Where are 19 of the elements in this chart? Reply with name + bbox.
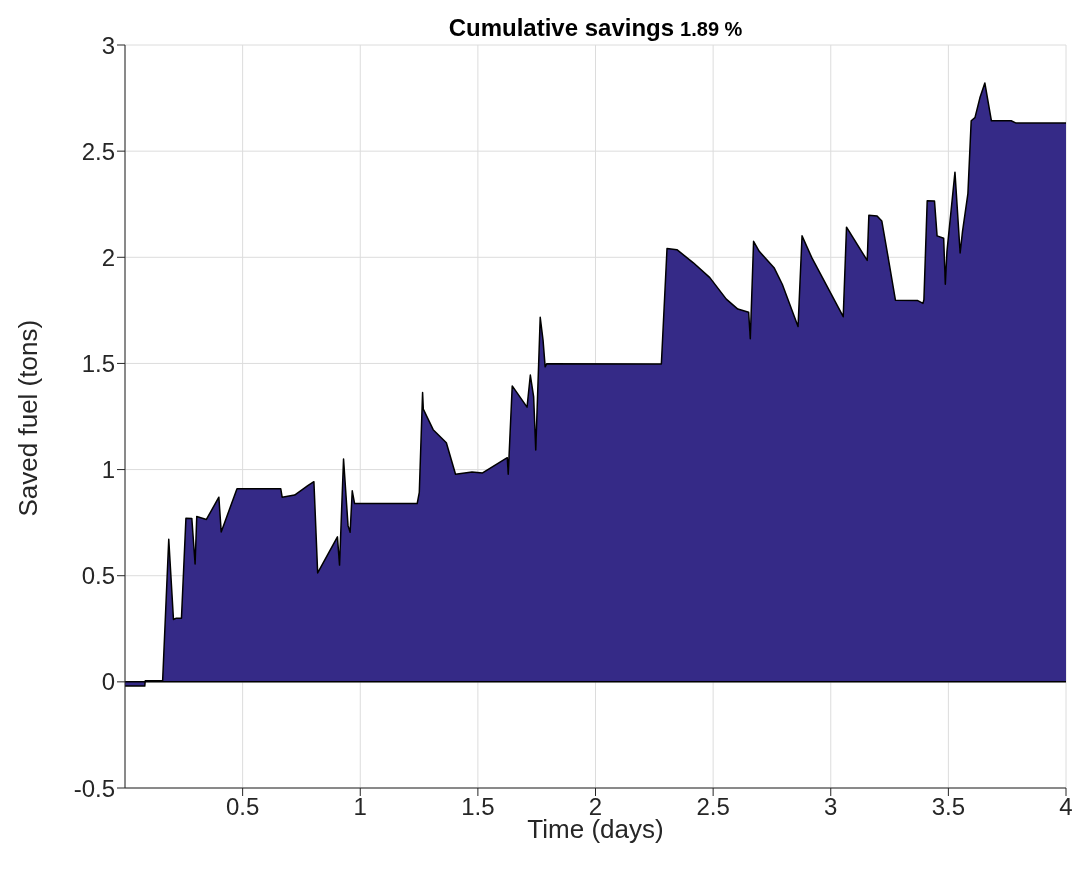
x-axis-title: Time (days) <box>527 814 664 844</box>
y-tick-label: 1.5 <box>81 349 115 377</box>
x-tick-label: 4 <box>1059 793 1073 821</box>
y-tick-label: -0.5 <box>73 774 115 802</box>
y-tick-label: 3 <box>101 31 115 59</box>
y-axis-title: Saved fuel (tons) <box>13 319 44 517</box>
text: 1.89 % <box>680 18 743 40</box>
x-tick-label: 1.5 <box>461 793 495 821</box>
x-tick-label: 3.5 <box>931 793 966 821</box>
x-tick-label: 3 <box>824 793 838 821</box>
y-tick-label: 0 <box>101 668 115 696</box>
x-tick-label: 2.5 <box>696 793 730 821</box>
y-tick-label: 2 <box>101 243 115 271</box>
y-tick-label: 1 <box>101 456 115 484</box>
x-tick-label: 0.5 <box>225 793 260 821</box>
y-tick-label: 0.5 <box>81 562 115 590</box>
chart-title: Cumulative savings <box>448 14 675 41</box>
x-tick-label: 1 <box>353 793 367 821</box>
y-tick-label: 2.5 <box>81 137 115 165</box>
